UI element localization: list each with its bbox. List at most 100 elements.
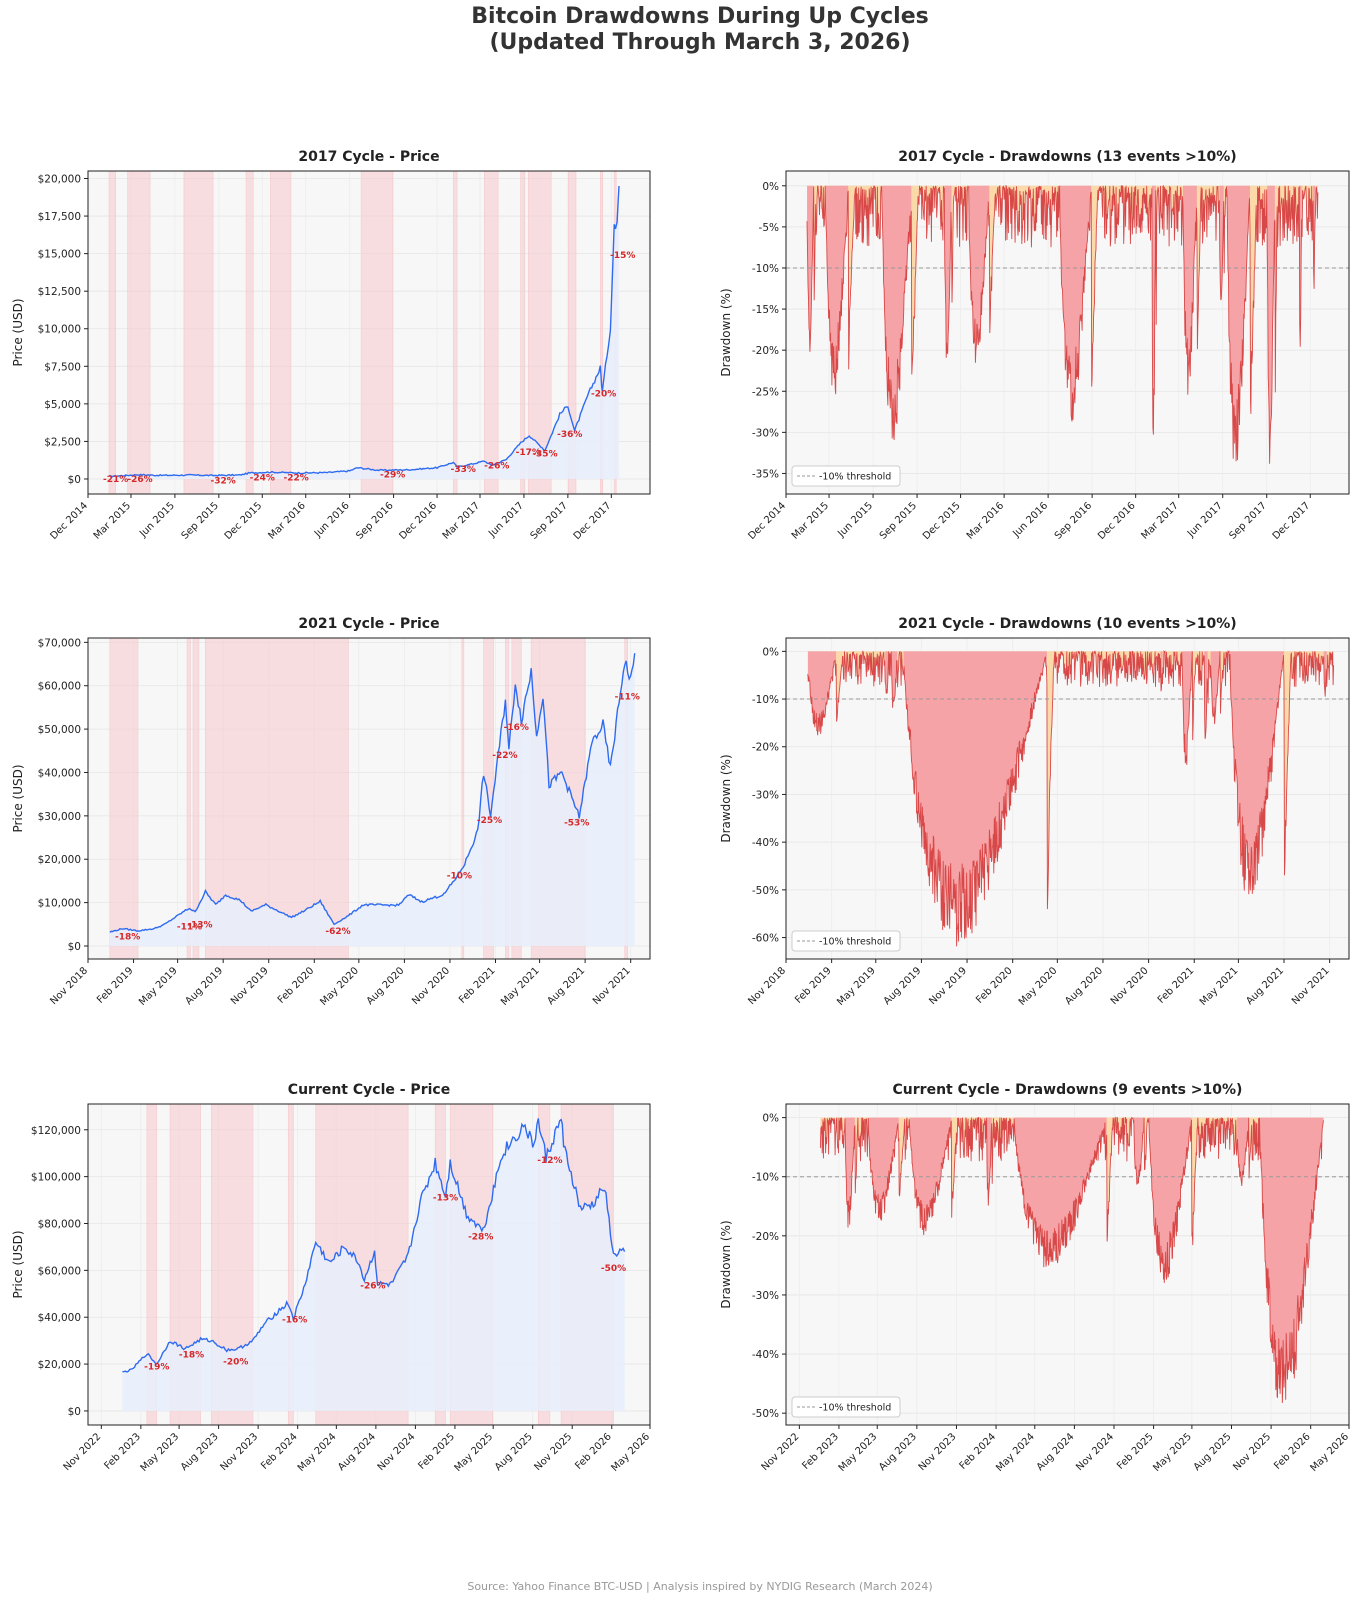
x-tick-label: Nov 2024 (376, 1431, 418, 1473)
x-tick-label: Aug 2023 (877, 1431, 919, 1473)
x-tick-label: Aug 2020 (1063, 965, 1105, 1007)
panel-title: 2017 Cycle - Price (298, 149, 439, 165)
drawdown-shade (183, 170, 214, 495)
y-tick-label: -20% (752, 1231, 779, 1243)
panel-title: Current Cycle - Drawdowns (9 events >10%… (893, 1082, 1243, 1098)
x-tick-label: Aug 2020 (365, 965, 407, 1007)
drawdown-shade (484, 170, 499, 495)
drawdown-label: -26% (484, 461, 509, 471)
drawdown-label: -13% (433, 1194, 458, 1204)
x-tick-label: Nov 2025 (1231, 1431, 1273, 1473)
y-tick-label: -25% (752, 386, 779, 398)
price-area-fill (109, 653, 635, 946)
x-tick-label: Jun 2016 (312, 500, 352, 540)
y-axis-label: Drawdown (%) (719, 288, 733, 376)
x-tick-label: May 2023 (139, 1431, 182, 1474)
y-tick-label: $10,000 (38, 898, 81, 910)
x-tick-label: Dec 2017 (1271, 500, 1313, 542)
x-tick-label: Nov 2020 (1109, 965, 1151, 1007)
x-tick-label: Mar 2016 (266, 500, 307, 541)
x-tick-label: Jun 2015 (137, 500, 177, 540)
drawdown-label: -10% (447, 871, 472, 881)
price-area-fill (109, 186, 619, 479)
y-tick-label: $0 (68, 941, 81, 953)
y-tick-label: $17,500 (38, 211, 81, 223)
x-tick-label: May 2021 (499, 965, 542, 1008)
x-tick-label: Aug 2023 (179, 1431, 221, 1473)
price-area-fill (122, 1118, 625, 1411)
drawdown-label: -11% (177, 922, 202, 932)
x-tick-label: Jun 2017 (1185, 500, 1225, 540)
y-tick-label: $80,000 (38, 1218, 81, 1230)
x-tick-label: Aug 2024 (1035, 1431, 1077, 1473)
x-tick-label: Feb 2023 (801, 1431, 842, 1472)
y-tick-label: $70,000 (38, 637, 81, 649)
y-tick-label: 0% (762, 646, 779, 658)
x-tick-label: Dec 2015 (223, 500, 265, 542)
y-tick-label: -40% (752, 1349, 779, 1361)
y-tick-label: -50% (752, 1408, 779, 1420)
x-tick-label: May 2019 (137, 965, 180, 1008)
y-tick-label: 0% (762, 181, 779, 193)
x-tick-label: May 2020 (1017, 965, 1060, 1008)
x-tick-label: May 2020 (318, 965, 361, 1008)
x-tick-label: Mar 2015 (790, 500, 831, 541)
x-tick-label: May 2024 (994, 1431, 1037, 1474)
drawdown-label: -18% (179, 1351, 204, 1361)
drawdown-label: -16% (504, 723, 529, 733)
p2017-panel: -21% -26% -32% -24% -22% -29%-33% -26%-17%-35%… (11, 149, 651, 542)
x-tick-label: Feb 2019 (95, 965, 136, 1006)
x-tick-label: Mar 2015 (92, 500, 133, 541)
drawdown-label: -29% (380, 470, 405, 480)
y-tick-label: -40% (752, 837, 779, 849)
x-tick-label: Sep 2017 (1227, 500, 1268, 541)
legend: -10% threshold (791, 1396, 901, 1418)
pcur-panel: -19% -18% -20% -16% -26% -13% -28% -12% -50% $0 $2… (11, 1082, 652, 1474)
x-tick-label: Nov 2023 (917, 1431, 959, 1473)
panel-title: 2021 Cycle - Price (298, 616, 439, 632)
x-tick-label: Nov 2022 (760, 1431, 802, 1473)
drawdown-label: -32% (210, 476, 235, 486)
drawdown-label: -62% (325, 927, 350, 937)
drawdown-label: -18% (115, 932, 140, 942)
source-footnote: Source: Yahoo Finance BTC-USD | Analysis… (467, 1580, 933, 1593)
drawdown-label: -20% (223, 1358, 248, 1368)
drawdown-shade (127, 170, 151, 495)
x-tick-label: Feb 2020 (974, 965, 1015, 1006)
drawdown-area-major (807, 185, 1316, 464)
y-tick-label: $40,000 (38, 1312, 81, 1324)
y-tick-label: -60% (752, 933, 779, 945)
drawdown-shade (109, 637, 139, 960)
y-axis-label: Drawdown (%) (719, 754, 733, 842)
y-tick-label: $7,500 (44, 361, 81, 373)
legend-box (791, 930, 901, 952)
y-tick-label: $12,500 (38, 286, 81, 298)
drawdown-shade (360, 170, 393, 495)
legend-label: -10% threshold (819, 1403, 891, 1414)
y-tick-label: $40,000 (38, 767, 81, 779)
y-axis-label: Price (USD) (11, 1230, 25, 1298)
y-tick-label: -20% (752, 345, 779, 357)
drawdown-line (806, 184, 1319, 464)
x-tick-label: Aug 2021 (1244, 965, 1286, 1007)
drawdown-shade (452, 170, 458, 495)
drawdown-label: -16% (282, 1316, 307, 1326)
x-tick-label: Feb 2026 (1272, 1431, 1313, 1472)
y-tick-label: -20% (752, 742, 779, 754)
x-tick-label: Nov 2022 (62, 1431, 104, 1473)
y-tick-label: -30% (752, 789, 779, 801)
y-tick-label: $10,000 (38, 324, 81, 336)
x-tick-label: May 2019 (835, 965, 878, 1008)
x-tick-label: May 2026 (1308, 1431, 1351, 1474)
y-axis-label: Price (USD) (11, 764, 25, 832)
drawdown-label: -36% (557, 430, 582, 440)
dcur-panel: -10% threshold 0% -10% -20% -30% -40% -50% Nov … (719, 1082, 1351, 1474)
drawdown-label: -21% (103, 475, 128, 485)
y-axis-label: Drawdown (%) (719, 1220, 733, 1308)
y-tick-label: -30% (752, 427, 779, 439)
drawdown-label: -17% (516, 448, 541, 458)
x-tick-label: Feb 2023 (102, 1431, 143, 1472)
y-tick-label: $5,000 (44, 399, 81, 411)
x-tick-label: Nov 2023 (218, 1431, 260, 1473)
